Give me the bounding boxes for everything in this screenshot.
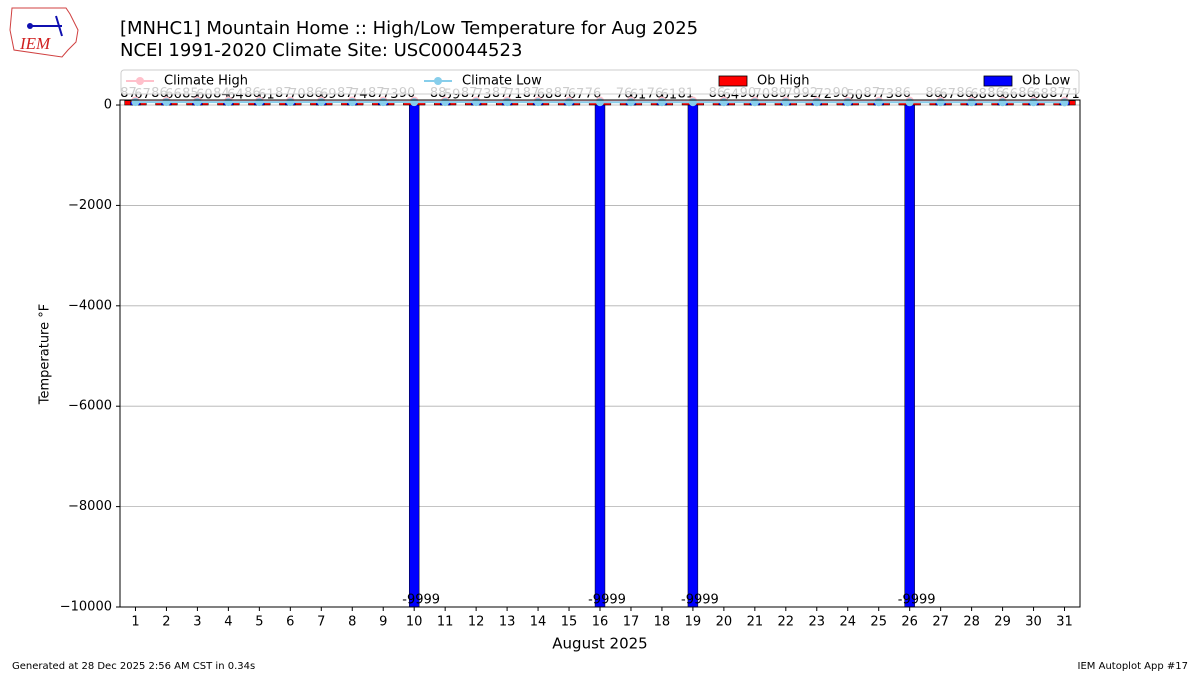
plot-frame bbox=[119, 99, 1081, 608]
x-tick-label: 16 bbox=[592, 615, 609, 630]
point bbox=[596, 98, 604, 107]
legend-label: Climate Low bbox=[462, 74, 542, 89]
y-tick-label: −8000 bbox=[68, 499, 112, 514]
x-tick-label: 12 bbox=[468, 615, 485, 630]
x-tick-label: 2 bbox=[162, 615, 170, 630]
x-tick-label: 14 bbox=[530, 615, 547, 630]
x-tick-label: 31 bbox=[1056, 615, 1073, 630]
x-axis-label: August 2025 bbox=[552, 635, 647, 653]
x-tick-label: 4 bbox=[224, 615, 232, 630]
x-tick-label: 29 bbox=[994, 615, 1011, 630]
point bbox=[348, 98, 357, 107]
x-tick-label: 9 bbox=[379, 615, 387, 630]
point bbox=[379, 98, 388, 107]
point bbox=[472, 98, 481, 107]
legend-label: Ob High bbox=[757, 74, 810, 89]
point bbox=[750, 98, 759, 107]
chart-title: [MNHC1] Mountain Home :: High/Low Temper… bbox=[120, 18, 698, 39]
x-tick-label: 24 bbox=[839, 615, 856, 630]
point bbox=[410, 98, 419, 107]
point bbox=[193, 98, 202, 107]
point bbox=[781, 98, 790, 107]
point bbox=[503, 98, 512, 107]
legend-frame bbox=[120, 69, 1080, 95]
legend-point bbox=[136, 77, 144, 85]
bar bbox=[594, 104, 606, 608]
y-tick-label: −10000 bbox=[60, 600, 112, 615]
x-tick-label: 7 bbox=[317, 615, 325, 630]
x-tick-label: 11 bbox=[437, 615, 454, 630]
x-tick-label: 26 bbox=[901, 615, 918, 630]
x-tick-label: 6 bbox=[286, 615, 294, 630]
legend-swatch bbox=[983, 75, 1013, 87]
bar bbox=[904, 104, 915, 608]
x-tick-label: 1 bbox=[131, 615, 139, 630]
legend-point bbox=[434, 77, 442, 85]
data-label: -9999 bbox=[588, 592, 626, 607]
data-label: -9999 bbox=[681, 592, 719, 607]
x-tick-label: 19 bbox=[685, 615, 702, 630]
point bbox=[812, 98, 821, 107]
x-tick-label: 10 bbox=[406, 615, 423, 630]
point bbox=[874, 98, 883, 107]
y-tick-label: −6000 bbox=[68, 399, 112, 414]
logo: IEM bbox=[9, 7, 79, 58]
x-tick-label: 13 bbox=[499, 615, 516, 630]
point bbox=[565, 98, 574, 107]
point bbox=[286, 98, 295, 107]
legend-label: Climate High bbox=[164, 74, 248, 89]
point bbox=[626, 98, 635, 107]
y-axis-label: Temperature °F bbox=[38, 304, 53, 405]
bar bbox=[408, 104, 420, 608]
x-tick-label: 22 bbox=[778, 615, 795, 630]
x-tick-label: 3 bbox=[193, 615, 201, 630]
y-tick-label: −4000 bbox=[68, 298, 112, 313]
point bbox=[224, 98, 233, 107]
x-tick-label: 27 bbox=[932, 615, 949, 630]
y-tick-label: −2000 bbox=[68, 198, 112, 213]
x-tick-label: 15 bbox=[561, 615, 578, 630]
x-tick-label: 25 bbox=[870, 615, 887, 630]
point bbox=[162, 98, 171, 107]
x-tick-label: 17 bbox=[623, 615, 640, 630]
point bbox=[534, 98, 543, 107]
x-tick-label: 5 bbox=[255, 615, 263, 630]
y-tick-label: 0 bbox=[104, 98, 112, 113]
legend-label: Ob Low bbox=[1022, 74, 1071, 89]
x-tick-label: 8 bbox=[348, 615, 356, 630]
x-tick-label: 30 bbox=[1025, 615, 1042, 630]
point bbox=[317, 98, 326, 107]
footer-right: IEM Autoplot App #17 bbox=[1078, 661, 1188, 672]
point bbox=[843, 98, 852, 107]
footer-left: Generated at 28 Dec 2025 2:56 AM CST in … bbox=[12, 661, 255, 672]
x-tick-label: 18 bbox=[654, 615, 671, 630]
x-tick-label: 28 bbox=[963, 615, 980, 630]
x-tick-label: 21 bbox=[747, 615, 764, 630]
legend-swatch bbox=[718, 75, 748, 87]
point bbox=[719, 98, 728, 107]
point bbox=[657, 98, 666, 107]
chart-subtitle: NCEI 1991-2020 Climate Site: USC00044523 bbox=[120, 40, 522, 61]
logo-text: IEM bbox=[19, 34, 51, 53]
point bbox=[255, 98, 264, 107]
bar bbox=[687, 104, 699, 608]
x-tick-label: 20 bbox=[716, 615, 733, 630]
data-label: -9999 bbox=[402, 592, 440, 607]
point bbox=[441, 98, 450, 107]
point bbox=[688, 98, 697, 107]
point bbox=[131, 98, 140, 107]
x-tick-label: 23 bbox=[809, 615, 826, 630]
legend: Climate High Climate Low Ob High Ob Low bbox=[120, 69, 1080, 95]
data-label: -9999 bbox=[898, 592, 936, 607]
